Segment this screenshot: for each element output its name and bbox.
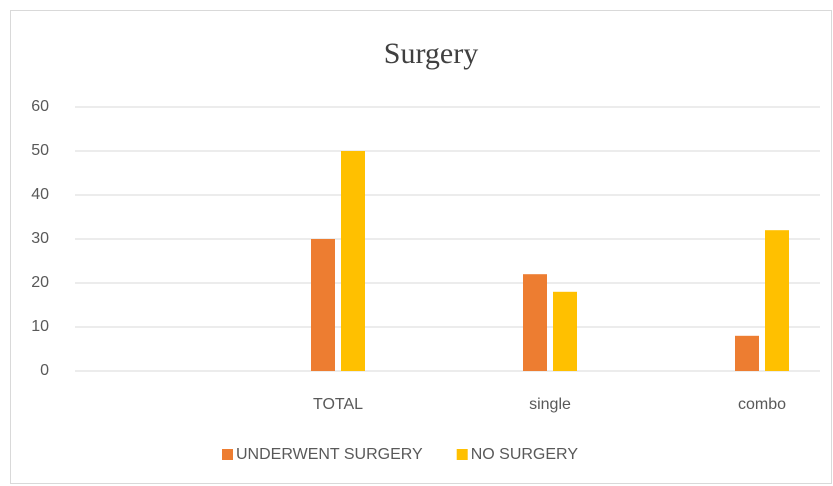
bar xyxy=(765,230,789,371)
bar xyxy=(735,335,759,371)
x-tick-label: combo xyxy=(738,396,786,413)
x-tick-label: TOTAL xyxy=(313,396,363,413)
bar xyxy=(523,274,547,371)
bar xyxy=(553,291,577,371)
legend-swatch xyxy=(222,449,233,460)
y-tick-label: 0 xyxy=(40,362,49,379)
chart-border xyxy=(10,10,832,484)
x-tick-label: single xyxy=(529,396,571,413)
y-tick-label: 20 xyxy=(31,274,49,291)
legend-label: UNDERWENT SURGERY xyxy=(236,446,423,463)
y-tick-label: 60 xyxy=(31,98,49,115)
y-tick-label: 10 xyxy=(31,318,49,335)
bar xyxy=(341,151,365,371)
legend-label: NO SURGERY xyxy=(471,446,579,463)
y-tick-label: 50 xyxy=(31,142,49,159)
y-tick-label: 30 xyxy=(31,230,49,247)
legend-swatch xyxy=(456,449,468,460)
bar xyxy=(311,239,335,371)
y-tick-label: 40 xyxy=(31,186,49,203)
chart-title: Surgery xyxy=(384,37,478,70)
